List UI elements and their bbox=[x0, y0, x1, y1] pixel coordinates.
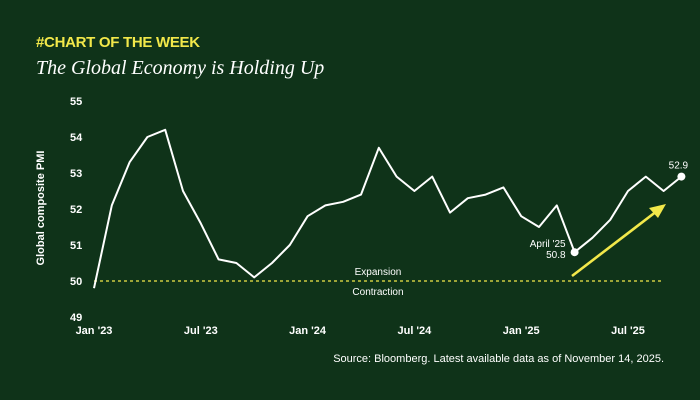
expansion-label: Expansion bbox=[355, 267, 402, 278]
x-tick-label: Jul '23 bbox=[184, 325, 218, 337]
uptrend-arrow-icon bbox=[571, 204, 666, 278]
y-axis-label: Global composite PMI bbox=[35, 151, 47, 266]
highlight-point bbox=[677, 172, 686, 181]
annotation-value: 50.8 bbox=[546, 250, 566, 261]
y-tick-label: 55 bbox=[70, 96, 82, 108]
y-tick-label: 52 bbox=[70, 204, 82, 216]
annotation-label: April '25 bbox=[530, 239, 566, 250]
pmi-series-line bbox=[93, 128, 683, 289]
chart-title: The Global Economy is Holding Up bbox=[36, 57, 325, 79]
y-tick-label: 51 bbox=[70, 240, 82, 252]
contraction-label: Contraction bbox=[352, 287, 403, 298]
y-tick-label: 49 bbox=[70, 312, 82, 324]
chart-of-the-week-tag: #CHART OF THE WEEK bbox=[36, 34, 200, 51]
x-tick-label: Jan '23 bbox=[76, 325, 113, 337]
x-tick-label: Jan '25 bbox=[503, 325, 540, 337]
y-axis-ticks: 49 50 51 52 53 54 55 bbox=[70, 96, 83, 324]
source-note: Source: Bloomberg. Latest available data… bbox=[333, 353, 664, 365]
x-tick-label: Jul '24 bbox=[397, 325, 432, 337]
highlight-point bbox=[570, 248, 579, 257]
x-tick-label: Jul '25 bbox=[611, 325, 645, 337]
x-axis-ticks: Jan '23 Jul '23 Jan '24 Jul '24 Jan '25 Jul '… bbox=[76, 325, 645, 337]
x-tick-label: Jan '24 bbox=[289, 325, 327, 337]
y-tick-label: 50 bbox=[70, 276, 82, 288]
y-tick-label: 54 bbox=[70, 132, 83, 144]
latest-value-label: 52.9 bbox=[669, 161, 689, 172]
y-tick-label: 53 bbox=[70, 168, 82, 180]
